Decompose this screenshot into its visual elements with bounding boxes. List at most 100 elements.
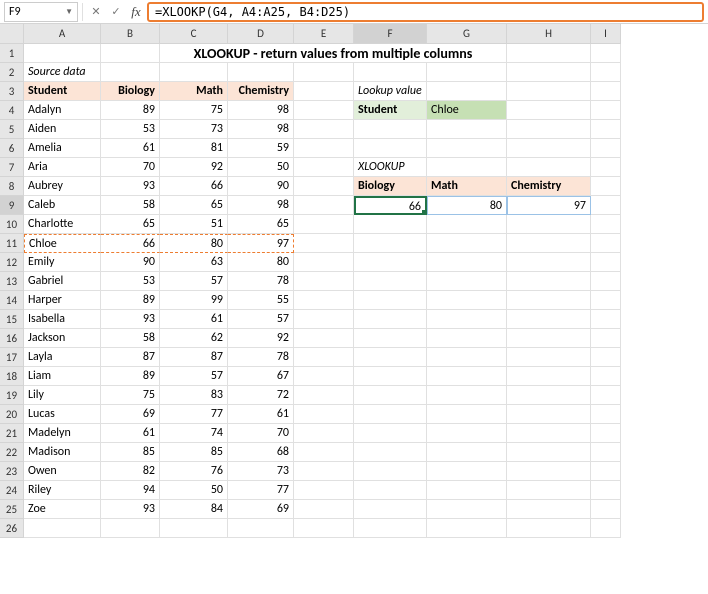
row-header[interactable]: 19 [0,386,24,405]
biology-value[interactable]: 89 [101,101,160,120]
cell[interactable] [591,253,621,272]
cell[interactable] [427,424,507,443]
col-header[interactable] [0,24,24,44]
cell[interactable] [354,215,427,234]
cell[interactable] [427,234,507,253]
chemistry-value[interactable]: 78 [228,272,294,291]
biology-value[interactable]: 53 [101,120,160,139]
student-name[interactable]: Charlotte [24,215,101,234]
row-header[interactable]: 23 [0,462,24,481]
biology-value[interactable]: 58 [101,329,160,348]
cell[interactable] [160,63,228,82]
biology-value[interactable]: 65 [101,215,160,234]
cell[interactable] [354,462,427,481]
enter-icon[interactable]: ✓ [107,3,125,21]
chemistry-value[interactable]: 70 [228,424,294,443]
student-name[interactable]: Jackson [24,329,101,348]
student-name[interactable]: Emily [24,253,101,272]
cell[interactable] [354,386,427,405]
col-header[interactable]: E [294,24,354,44]
student-name[interactable]: Layla [24,348,101,367]
student-name[interactable]: Gabriel [24,272,101,291]
lookup-value-label[interactable]: Lookup value [354,82,427,101]
cell[interactable] [294,310,354,329]
cell[interactable] [101,519,160,538]
row-header[interactable]: 4 [0,101,24,120]
cell[interactable] [427,158,507,177]
formula-input[interactable]: =XLOOKP(G4, A4:A25, B4:D25) [147,2,704,22]
row-header[interactable]: 10 [0,215,24,234]
cell[interactable] [591,405,621,424]
chemistry-value[interactable]: 65 [228,215,294,234]
cell[interactable] [507,367,591,386]
cell[interactable] [507,481,591,500]
student-name[interactable]: Madelyn [24,424,101,443]
cell[interactable] [591,386,621,405]
row-header[interactable]: 6 [0,139,24,158]
cell[interactable] [427,291,507,310]
cell[interactable] [294,519,354,538]
chemistry-value[interactable]: 50 [228,158,294,177]
math-value[interactable]: 65 [160,196,228,215]
math-value[interactable]: 81 [160,139,228,158]
cell[interactable] [160,519,228,538]
math-value[interactable]: 57 [160,272,228,291]
cell[interactable] [507,253,591,272]
cell[interactable] [354,329,427,348]
cell[interactable] [591,101,621,120]
biology-value[interactable]: 85 [101,443,160,462]
student-name[interactable]: Chloe [24,234,101,253]
cell[interactable] [427,519,507,538]
cell[interactable] [507,234,591,253]
chemistry-value[interactable]: 92 [228,329,294,348]
biology-value[interactable]: 90 [101,253,160,272]
cell[interactable] [507,519,591,538]
cell[interactable] [294,196,354,215]
cell[interactable] [591,348,621,367]
row-header[interactable]: 26 [0,519,24,538]
cell[interactable] [591,367,621,386]
result-header-biology[interactable]: Biology [354,177,427,196]
result-header-math[interactable]: Math [427,177,507,196]
header-math[interactable]: Math [160,82,228,101]
cell[interactable] [591,82,621,101]
cell[interactable] [354,139,427,158]
biology-value[interactable]: 82 [101,462,160,481]
cell[interactable] [507,82,591,101]
cell[interactable] [591,310,621,329]
chemistry-value[interactable]: 80 [228,253,294,272]
cell[interactable] [507,462,591,481]
math-value[interactable]: 63 [160,253,228,272]
row-header[interactable]: 5 [0,120,24,139]
math-value[interactable]: 74 [160,424,228,443]
biology-value[interactable]: 93 [101,177,160,196]
chemistry-value[interactable]: 55 [228,291,294,310]
header-student[interactable]: Student [24,82,101,101]
cell[interactable] [228,519,294,538]
cell[interactable] [507,139,591,158]
cell[interactable] [507,386,591,405]
chemistry-value[interactable]: 77 [228,481,294,500]
chemistry-value[interactable]: 68 [228,443,294,462]
cell[interactable] [591,481,621,500]
cell[interactable] [294,367,354,386]
row-header[interactable]: 22 [0,443,24,462]
cell[interactable] [591,215,621,234]
row-header[interactable]: 20 [0,405,24,424]
cell[interactable] [101,44,160,63]
cell[interactable] [354,405,427,424]
row-header[interactable]: 13 [0,272,24,291]
cell[interactable] [427,481,507,500]
cell[interactable] [294,82,354,101]
math-value[interactable]: 77 [160,405,228,424]
biology-value[interactable]: 70 [101,158,160,177]
chemistry-value[interactable]: 98 [228,120,294,139]
cell[interactable] [507,158,591,177]
cell[interactable] [294,348,354,367]
biology-value[interactable]: 87 [101,348,160,367]
biology-value[interactable]: 61 [101,139,160,158]
student-name[interactable]: Caleb [24,196,101,215]
chemistry-value[interactable]: 98 [228,101,294,120]
cell[interactable] [507,291,591,310]
cell[interactable] [507,63,591,82]
